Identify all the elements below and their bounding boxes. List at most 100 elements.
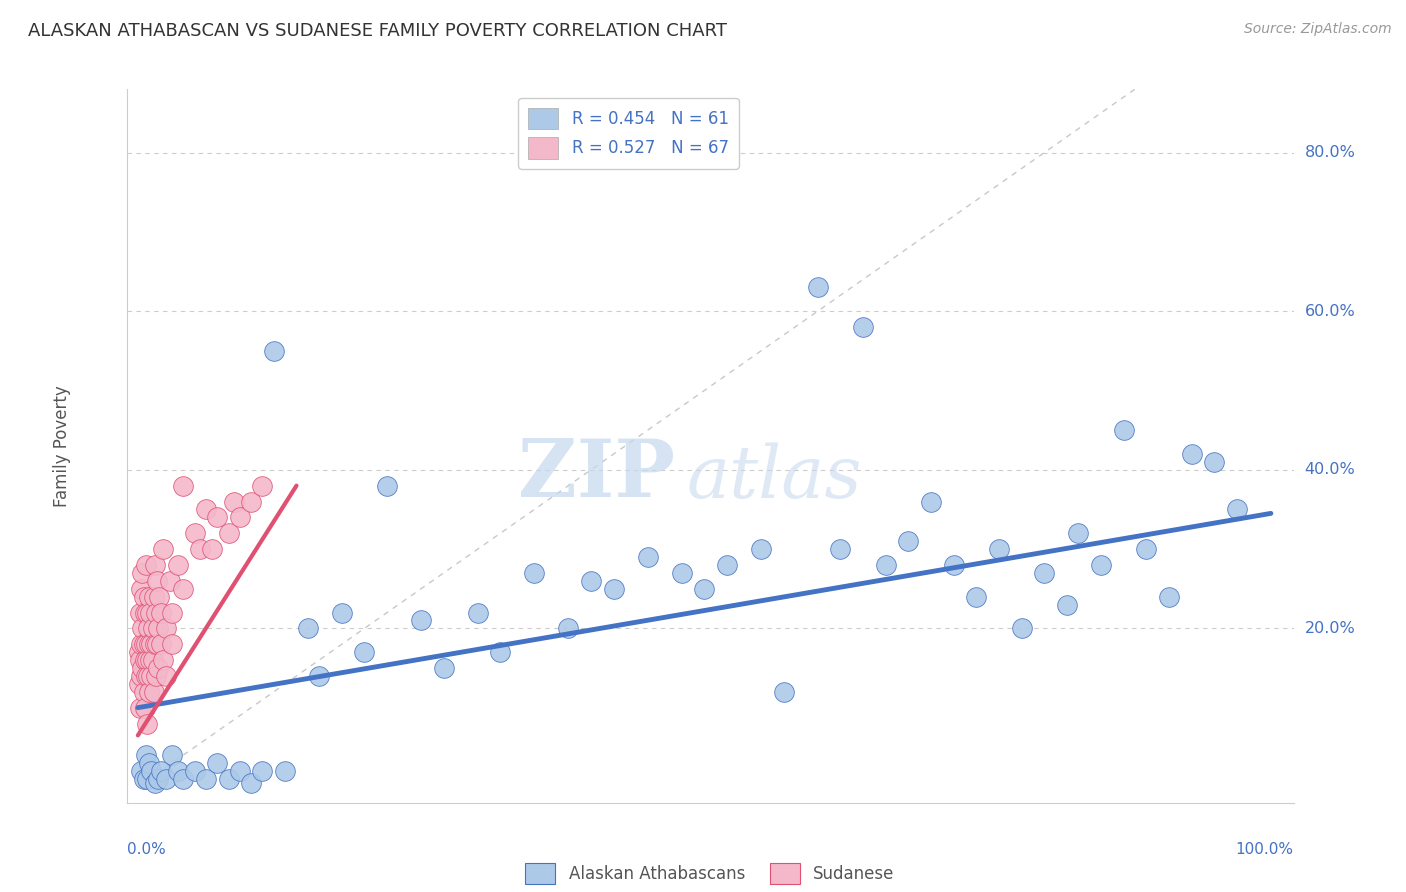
- Text: ALASKAN ATHABASCAN VS SUDANESE FAMILY POVERTY CORRELATION CHART: ALASKAN ATHABASCAN VS SUDANESE FAMILY PO…: [28, 22, 727, 40]
- Point: [129, 669, 152, 683]
- Point: [132, 685, 155, 699]
- Point: [132, 590, 155, 604]
- Point: [172, 478, 194, 492]
- Point: [141, 764, 163, 778]
- Point: [166, 558, 188, 572]
- Point: [129, 653, 152, 667]
- Point: [218, 526, 240, 541]
- Point: [145, 669, 167, 683]
- Point: [142, 653, 165, 667]
- Point: [693, 582, 716, 596]
- Point: [132, 637, 155, 651]
- Point: [749, 542, 772, 557]
- Point: [148, 772, 170, 786]
- Text: atlas: atlas: [686, 442, 862, 514]
- Point: [1157, 590, 1180, 604]
- Point: [152, 653, 174, 667]
- Point: [830, 542, 852, 557]
- Point: [149, 637, 172, 651]
- Point: [159, 574, 181, 588]
- Point: [172, 582, 194, 596]
- Text: 0.0%: 0.0%: [127, 842, 166, 856]
- Point: [135, 558, 157, 572]
- Point: [129, 606, 152, 620]
- Point: [146, 574, 169, 588]
- Point: [240, 776, 263, 790]
- Point: [160, 637, 183, 651]
- Point: [135, 669, 157, 683]
- Point: [134, 700, 156, 714]
- Point: [224, 494, 246, 508]
- Point: [229, 764, 252, 778]
- Point: [965, 590, 987, 604]
- Point: [671, 566, 693, 580]
- Point: [128, 677, 150, 691]
- Text: 60.0%: 60.0%: [1305, 303, 1355, 318]
- Point: [1112, 423, 1135, 437]
- Point: [160, 606, 183, 620]
- Point: [772, 685, 794, 699]
- Point: [579, 574, 602, 588]
- Text: 80.0%: 80.0%: [1305, 145, 1355, 161]
- Point: [807, 280, 830, 294]
- Point: [142, 685, 165, 699]
- Point: [136, 653, 159, 667]
- Point: [138, 685, 160, 699]
- Point: [129, 764, 152, 778]
- Point: [131, 621, 153, 635]
- Point: [1011, 621, 1033, 635]
- Point: [136, 716, 159, 731]
- Point: [142, 621, 165, 635]
- Point: [131, 661, 153, 675]
- Point: [274, 764, 297, 778]
- Point: [138, 637, 160, 651]
- Legend: Alaskan Athabascans, Sudanese: Alaskan Athabascans, Sudanese: [519, 856, 901, 891]
- Point: [557, 621, 579, 635]
- Point: [129, 700, 152, 714]
- Point: [129, 637, 152, 651]
- Point: [135, 748, 157, 763]
- Point: [942, 558, 965, 572]
- Point: [489, 645, 512, 659]
- Point: [205, 756, 228, 771]
- Text: 40.0%: 40.0%: [1305, 462, 1355, 477]
- Point: [166, 764, 188, 778]
- Point: [149, 764, 172, 778]
- Point: [194, 502, 217, 516]
- Point: [145, 606, 167, 620]
- Point: [134, 653, 156, 667]
- Point: [637, 549, 659, 564]
- Point: [142, 590, 165, 604]
- Point: [200, 542, 222, 557]
- Point: [194, 772, 217, 786]
- Text: Source: ZipAtlas.com: Source: ZipAtlas.com: [1244, 22, 1392, 37]
- Point: [136, 606, 159, 620]
- Point: [155, 621, 177, 635]
- Text: 20.0%: 20.0%: [1305, 621, 1355, 636]
- Point: [143, 558, 166, 572]
- Point: [375, 478, 398, 492]
- Point: [128, 645, 150, 659]
- Point: [138, 756, 160, 771]
- Point: [411, 614, 433, 628]
- Point: [229, 510, 252, 524]
- Point: [1204, 455, 1226, 469]
- Point: [1056, 598, 1078, 612]
- Point: [1226, 502, 1249, 516]
- Point: [523, 566, 546, 580]
- Point: [920, 494, 942, 508]
- Point: [149, 606, 172, 620]
- Point: [141, 637, 163, 651]
- Point: [467, 606, 489, 620]
- Point: [218, 772, 240, 786]
- Point: [330, 606, 353, 620]
- Point: [183, 526, 205, 541]
- Point: [897, 534, 920, 549]
- Point: [135, 637, 157, 651]
- Point: [136, 772, 159, 786]
- Point: [875, 558, 897, 572]
- Point: [172, 772, 194, 786]
- Point: [143, 776, 166, 790]
- Point: [1090, 558, 1112, 572]
- Point: [148, 621, 170, 635]
